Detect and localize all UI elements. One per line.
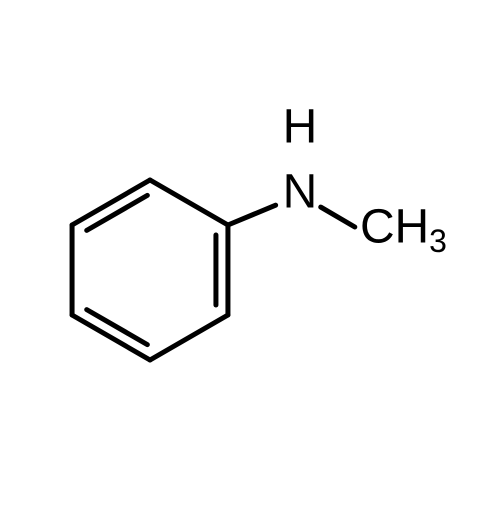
svg-text:H: H: [395, 201, 430, 254]
svg-text:3: 3: [429, 223, 447, 259]
svg-text:N: N: [283, 166, 318, 219]
svg-text:H: H: [283, 101, 318, 154]
chemical-structure: NHCH3: [0, 0, 500, 500]
svg-text:C: C: [360, 201, 395, 254]
